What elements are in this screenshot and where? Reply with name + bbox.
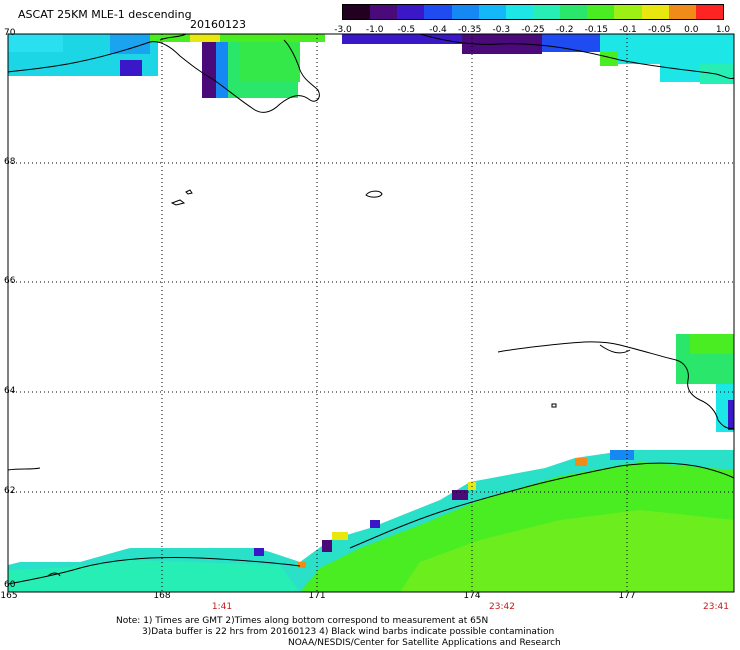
lon-label-168: 168 [153,591,171,601]
lon-label-165: 165 [0,591,18,601]
lat-label-64: 64 [4,386,16,396]
colorbar-label: -0.2 [555,25,574,35]
colorbar-segment [343,5,371,19]
data-swath-east [676,334,734,432]
colorbar-label: 1.0 [715,25,731,35]
time-label-3: 23:41 [703,602,729,612]
colorbar-segment [533,5,561,19]
colorbar-segment [641,5,670,19]
lat-label-60: 60 [4,580,16,590]
lat-label-70: 70 [4,28,16,38]
map-frame [7,33,735,593]
colorbar-label: -0.25 [521,25,545,35]
colorbar-segment [505,5,534,19]
colorbar-segment [370,5,398,19]
map-date: 20160123 [190,18,246,31]
lon-label-177: 177 [618,591,636,601]
colorbar-label: -3.0 [334,25,352,35]
colorbar-label: -0.4 [429,25,447,35]
colorbar-label: -0.15 [584,25,608,35]
colorbar-label: -0.05 [648,25,672,35]
coastlines [7,33,735,585]
colorbar-segment [668,5,697,19]
lat-label-68: 68 [4,157,16,167]
lat-label-62: 62 [4,486,16,496]
data-swath-north [8,34,734,98]
colorbar-label: -0.3 [492,25,511,35]
colorbar-label: -0.5 [397,25,416,35]
time-label-1: 1:41 [211,602,233,612]
lon-label-171: 171 [308,591,326,601]
colorbar [342,4,724,20]
footer-notes: Note: 1) Times are GMT 2)Times along bot… [116,616,561,649]
colorbar-segment [478,5,507,19]
colorbar-segment [560,5,588,19]
note-line-1: Note: 1) Times are GMT 2)Times along bot… [116,616,489,626]
map-title: ASCAT 25KM MLE-1 descending [18,8,192,21]
colorbar-segment [451,5,480,19]
colorbar-segment [587,5,615,19]
colorbar-segment [397,5,425,19]
lon-label-174: 174 [463,591,481,601]
data-swath-south [8,450,734,592]
lat-label-66: 66 [4,276,16,286]
colorbar-label: -1.0 [365,25,384,35]
time-label-2: 23:42 [489,602,515,612]
note-line-3: NOAA/NESDIS/Center for Satellite Applica… [288,638,561,648]
colorbar-label: -0.1 [619,25,637,35]
colorbar-segment [424,5,453,19]
colorbar-label: -0.35 [458,25,482,35]
note-line-2: 3)Data buffer is 22 hrs from 20160123 4)… [142,627,555,637]
graticule [8,34,734,592]
colorbar-segment [614,5,643,19]
colorbar-segment [695,5,724,19]
colorbar-label: 0.0 [684,25,699,35]
